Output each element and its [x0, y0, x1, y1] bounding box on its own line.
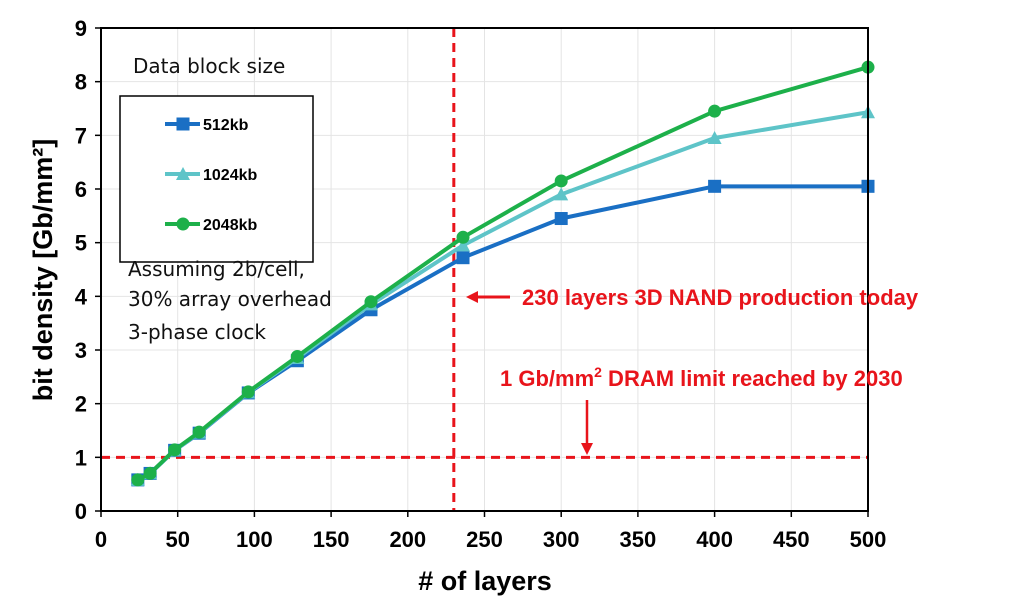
square-marker [708, 179, 722, 193]
y-tick-label: 3 [75, 338, 87, 363]
legend-title: Data block size [133, 54, 285, 78]
x-tick-label: 100 [236, 527, 273, 552]
legend-label: 512kb [203, 117, 249, 134]
y-tick-label: 1 [75, 445, 87, 470]
circle-marker [290, 349, 304, 363]
x-tick-label: 500 [850, 527, 887, 552]
ticks: 0 50 100 150 200 250 300 350 400 450 500 0 1 2 3 4 5 6 7 8 9 [75, 16, 887, 552]
reference-lines [101, 28, 868, 511]
square-marker [554, 212, 568, 226]
circle-marker [131, 473, 145, 487]
x-axis-label: # of layers [418, 566, 552, 596]
legend-item-1024kb: 1024kb [165, 167, 257, 184]
circle-marker [364, 295, 378, 309]
legend-item-512kb: 512kb [165, 117, 249, 134]
circle-marker [176, 217, 190, 231]
triangle-marker [176, 167, 190, 180]
x-tick-label: 150 [313, 527, 350, 552]
legend-label: 1024kb [203, 167, 257, 184]
y-tick-label: 4 [75, 284, 88, 309]
y-tick-label: 7 [75, 123, 87, 148]
nand-annotation: 230 layers 3D NAND production today [522, 285, 919, 310]
circle-marker [456, 230, 470, 244]
triangle-marker [554, 187, 569, 201]
circle-marker [554, 174, 568, 188]
circle-marker [192, 425, 206, 439]
y-axis-label: bit density [Gb/mm²] [28, 139, 58, 402]
square-marker [456, 251, 470, 265]
x-tick-label: 350 [620, 527, 657, 552]
series-2048kb [131, 60, 875, 487]
x-tick-label: 450 [773, 527, 810, 552]
x-tick-label: 400 [696, 527, 733, 552]
x-tick-label: 200 [389, 527, 426, 552]
assumption-line-1: Assuming 2b/cell, [128, 257, 305, 281]
circle-marker [143, 466, 157, 480]
y-tick-label: 0 [75, 499, 87, 524]
x-tick-label: 250 [466, 527, 503, 552]
x-tick-label: 0 [95, 527, 107, 552]
y-tick-label: 5 [75, 231, 87, 256]
legend-box [119, 95, 314, 263]
y-tick-label: 9 [75, 16, 87, 41]
series-lines [130, 60, 875, 487]
dram-arrow-icon [581, 400, 593, 455]
triangle-marker [707, 131, 722, 145]
assumption-line-2: 30% array overhead [128, 287, 332, 311]
legend-item-2048kb: 2048kb [165, 217, 257, 234]
dram-annotation: 1 Gb/mm2 DRAM limit reached by 2030 [500, 364, 903, 391]
y-tick-label: 2 [75, 392, 87, 417]
nand-arrow-icon [466, 291, 510, 303]
y-tick-label: 6 [75, 177, 87, 202]
legend-label: 2048kb [203, 217, 257, 234]
circle-marker [241, 385, 255, 399]
square-marker [176, 117, 190, 131]
circle-marker [168, 443, 182, 457]
circle-marker [708, 104, 722, 118]
assumption-line-3: 3-phase clock [128, 320, 266, 344]
legend: 512kb 1024kb 2048kb [165, 117, 257, 234]
x-tick-label: 50 [165, 527, 189, 552]
x-tick-label: 300 [543, 527, 580, 552]
y-tick-label: 8 [75, 70, 87, 95]
triangle-marker [456, 238, 471, 252]
